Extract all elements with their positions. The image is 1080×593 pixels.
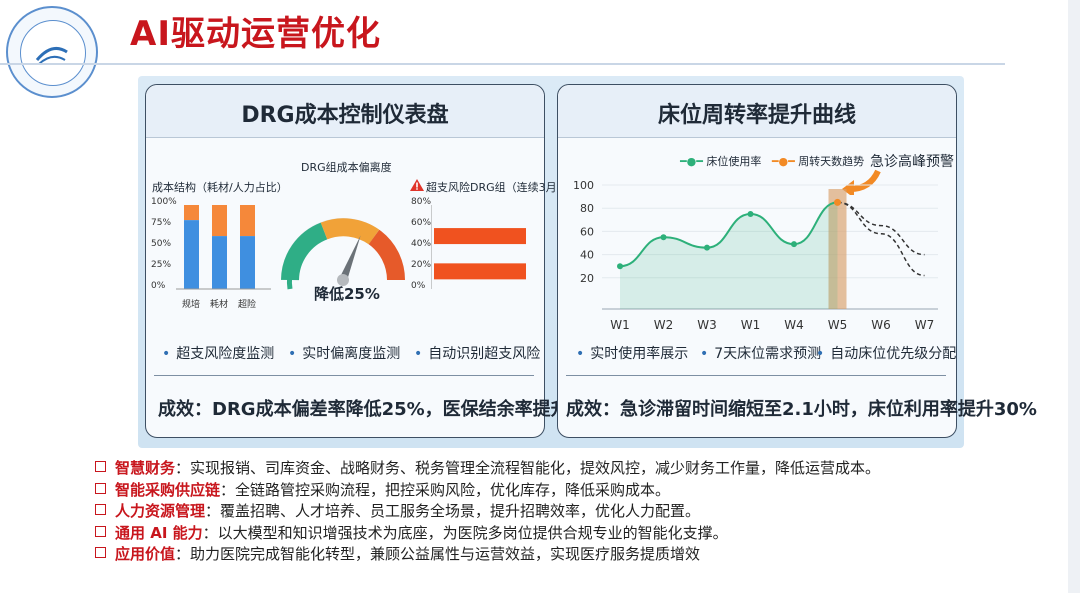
feature-item: • 超支风险度监测 <box>162 346 275 362</box>
cost-bar-orange <box>212 205 227 237</box>
x-tick-label: 超险 <box>238 300 257 310</box>
drg-dashboard-card: DRG成本控制仪表盘 成本结构（耗材/人力占比） DRG组成本偏离度 降低25%… <box>145 84 612 438</box>
cost-bar-blue <box>184 220 199 289</box>
usage-point <box>660 234 667 241</box>
risk-chart-label: 超支风险DRG组（连续3月） <box>426 181 568 194</box>
usage-point <box>617 263 623 270</box>
feature-item: • 7天床位需求预测 <box>700 346 822 362</box>
cost-chart-label: 成本结构（耗材/人力占比） <box>152 181 288 194</box>
y-tick-label: 60% <box>411 218 432 228</box>
y-tick-label: 60 <box>580 225 594 238</box>
usage-line <box>619 201 838 268</box>
cost-bar-orange <box>240 205 255 237</box>
card-header <box>558 85 956 138</box>
cost-bar-blue <box>212 236 227 289</box>
usage-point <box>791 241 797 248</box>
checkbox-square-icon <box>95 547 106 558</box>
gauge-label: DRG组成本偏离度 <box>301 161 392 174</box>
y-tick-label: 100% <box>151 197 177 207</box>
risk-bar <box>434 263 526 280</box>
hospital-logo <box>6 6 98 98</box>
list-item: 人力资源管理：覆盖招聘、人才培养、员工服务全场景，提升招聘效率，优化人力配置。 <box>95 501 880 523</box>
divider <box>566 375 946 376</box>
y-tick-label: 80% <box>411 197 432 207</box>
forecast-line <box>837 201 925 277</box>
x-tick-label: W2 <box>654 318 674 331</box>
cost-bar-orange <box>184 205 199 221</box>
list-item: 通用 AI 能力：以大模型和知识增强技术为底座，为医院多岗位提供合规专业的智能化… <box>95 523 880 545</box>
card-header <box>146 85 544 138</box>
x-tick-label: W5 <box>828 318 848 331</box>
risk-bar-chart <box>431 205 526 289</box>
y-tick-label: 20% <box>411 260 432 270</box>
result-text: 成效：DRG成本偏差率降低25%，医保结余率提升18% <box>158 399 612 420</box>
gauge-value: 降低25% <box>314 285 380 303</box>
needle-shape <box>339 235 361 282</box>
y-tick-label: 20 <box>580 272 594 285</box>
peak-highlight-band <box>828 189 847 309</box>
cost-structure-chart <box>176 205 271 290</box>
y-tick-label: 50% <box>151 239 172 249</box>
y-tick-label: 75% <box>151 218 172 228</box>
x-tick-label: W1 <box>741 318 761 331</box>
result-text: 成效：急诊滞留时间缩短至2.1小时，床位利用率提升30% <box>566 399 1037 420</box>
y-tick-label: 0% <box>411 281 426 291</box>
deviation-gauge <box>281 218 405 290</box>
bed-turnover-card: 床位周转率提升曲线 ━●━ 床位使用率 ━●━ 周转天数趋势 急诊高峰预警 10… <box>557 84 1037 438</box>
checkbox-square-icon <box>95 482 106 494</box>
card-title: 床位周转率提升曲线 <box>657 103 856 128</box>
slide-edge <box>1068 0 1080 593</box>
list-item: 智能采购供应链：全链路管控采购流程，把控采购风险，优化库存，降低采购成本。 <box>95 480 880 502</box>
checkbox-square-icon <box>95 504 106 515</box>
trend-point <box>834 198 841 206</box>
feature-item: • 自动识别超支风险 <box>414 346 541 362</box>
y-tick-label: 25% <box>151 260 172 270</box>
x-tick-label: W4 <box>784 318 804 331</box>
x-tick-label: 耗材 <box>210 300 229 310</box>
x-tick-label: W7 <box>915 318 935 331</box>
y-tick-label: 40% <box>411 239 432 249</box>
title-divider <box>0 63 1005 65</box>
legend-swatch: ━●━ <box>771 155 795 168</box>
y-tick-label: 0% <box>151 281 166 291</box>
checkbox-square-icon <box>95 461 106 472</box>
warning-icon <box>410 179 424 191</box>
x-tick-label: W1 <box>610 318 630 331</box>
page-title: AI驱动运营优化 <box>130 14 381 54</box>
y-tick-label: 80 <box>580 202 594 215</box>
legend-swatch: ━●━ <box>680 155 703 168</box>
gauge-needle <box>339 235 361 282</box>
cost-bar-blue <box>240 236 255 289</box>
usage-point <box>747 211 754 217</box>
forecast-line <box>837 201 925 256</box>
usage-area <box>620 202 838 309</box>
x-tick-label: 规培 <box>182 300 201 310</box>
risk-bar <box>434 228 526 245</box>
benefit-list: 智慧财务：实现报销、司库资金、战略财务、税务管理全流程智能化，提效风控，减少财务… <box>95 458 880 566</box>
x-tick-label: W3 <box>697 318 717 331</box>
feature-item: • 自动床位优先级分配 <box>816 346 957 362</box>
divider <box>154 375 534 376</box>
checkbox-square-icon <box>95 525 106 537</box>
usage-point <box>704 244 710 251</box>
peak-annotation: 急诊高峰预警 <box>870 154 954 170</box>
list-item: 智慧财务：实现报销、司库资金、战略财务、税务管理全流程智能化，提效风控，减少财务… <box>95 458 880 480</box>
feature-item: • 实时偏离度监测 <box>288 346 401 362</box>
list-item: 应用价值：助力医院完成智能化转型，兼顾公益属性与运营效益，实现医疗服务提质增效 <box>95 544 880 566</box>
y-tick-label: 100 <box>573 179 594 192</box>
chart-legend: ━●━ 床位使用率 ━●━ 周转天数趋势 <box>680 155 865 168</box>
feature-item: • 实时使用率展示 <box>576 346 689 362</box>
card-title: DRG成本控制仪表盘 <box>241 103 449 128</box>
logo-emblem-icon <box>35 46 68 65</box>
bed-usage-line-chart: 100 80 60 40 20 W1 W2 W3 W1 W4 W5 W6 W7 <box>573 179 938 331</box>
x-tick-label: W6 <box>871 318 891 331</box>
y-tick-label: 40 <box>580 249 594 262</box>
